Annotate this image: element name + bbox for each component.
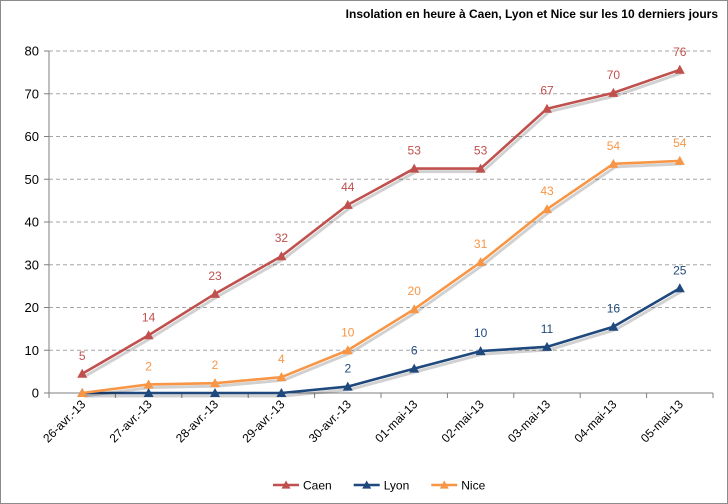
series-line-caen — [81, 68, 681, 375]
data-label-nice: 2 — [212, 358, 219, 372]
x-tick-label: 01-mai-13 — [372, 397, 420, 445]
data-label-layer: 5 14 23 32 44 53 53 67 70 76 2 6 10 11 16 25 2 2 4 10 20 31 43… — [79, 45, 687, 376]
data-point-nice — [342, 345, 353, 355]
x-tick-label: 26-avr.-13 — [40, 397, 88, 445]
data-point-lyon — [542, 341, 552, 351]
x-tick-label: 03-mai-13 — [505, 397, 553, 445]
series-line-nice — [82, 159, 680, 395]
data-label-nice: 31 — [474, 237, 488, 251]
series-layer — [77, 64, 685, 398]
data-point-caen — [674, 64, 685, 74]
y-tick-label: 80 — [25, 44, 39, 59]
data-label-caen: 76 — [673, 45, 687, 59]
y-tick-label: 70 — [25, 86, 39, 101]
data-label-lyon: 25 — [673, 263, 687, 277]
data-label-lyon: 11 — [541, 322, 554, 336]
legend-marker-lyon — [362, 480, 372, 489]
legend-label-nice: Nice — [461, 479, 485, 493]
data-label-caen: 67 — [540, 84, 554, 98]
y-tick-label: 10 — [25, 343, 39, 358]
data-point-caen — [409, 163, 420, 173]
x-tick-label: 02-mai-13 — [439, 397, 487, 445]
x-tick-label: 05-mai-13 — [638, 397, 686, 445]
data-point-nice — [542, 204, 552, 214]
series-line-lyon — [82, 287, 681, 395]
legend-label-caen: Caen — [303, 479, 332, 493]
data-label-lyon: 6 — [411, 344, 418, 358]
x-tick-label: 27-avr.-13 — [107, 397, 155, 445]
series-shadow-lyon — [84, 289, 683, 398]
y-tick-label: 40 — [25, 215, 39, 230]
grid-layer — [49, 50, 713, 351]
chart-title: Insolation en heure à Caen, Lyon et Nice… — [346, 7, 719, 21]
data-label-nice: 20 — [408, 284, 422, 298]
data-label-caen: 14 — [142, 310, 156, 324]
data-label-nice: 4 — [278, 352, 285, 366]
data-point-caen — [143, 330, 154, 340]
data-label-caen: 5 — [79, 349, 86, 363]
data-point-lyon — [608, 321, 619, 331]
data-point-nice — [608, 158, 619, 168]
data-point-caen — [475, 163, 486, 173]
data-point-lyon — [409, 363, 420, 373]
data-label-lyon: 2 — [344, 362, 351, 376]
y-tick-label: 0 — [32, 386, 39, 401]
data-point-lyon — [210, 388, 220, 397]
data-label-caen: 53 — [474, 144, 488, 158]
data-point-nice — [475, 257, 486, 267]
data-label-lyon: 16 — [607, 302, 621, 316]
data-point-caen — [542, 103, 552, 113]
x-tick-label: 28-avr.-13 — [173, 397, 221, 445]
data-point-nice — [210, 378, 220, 388]
x-tick-label: 30-avr.-13 — [306, 397, 354, 445]
data-point-nice — [77, 388, 88, 397]
data-point-caen — [608, 87, 619, 97]
legend-marker-nice — [439, 480, 449, 489]
data-point-lyon — [276, 388, 287, 397]
y-tick-label: 20 — [25, 300, 39, 315]
data-point-nice — [674, 155, 685, 165]
data-point-nice — [143, 379, 154, 389]
data-label-nice: 43 — [540, 184, 554, 198]
data-label-nice: 54 — [607, 139, 621, 153]
data-label-caen: 70 — [607, 68, 621, 82]
data-point-lyon — [342, 381, 353, 391]
data-point-caen — [342, 199, 353, 209]
data-point-nice — [276, 372, 287, 382]
data-label-caen: 44 — [341, 180, 355, 194]
y-tick-label: 60 — [25, 129, 39, 144]
series-shadow-nice — [84, 162, 682, 398]
data-point-lyon — [674, 283, 685, 293]
data-point-lyon — [475, 346, 486, 356]
data-label-caen: 53 — [408, 144, 422, 158]
legend-marker-caen — [281, 480, 291, 489]
data-point-caen — [210, 288, 220, 298]
x-tick-label: 29-avr.-13 — [239, 397, 287, 445]
data-point-nice — [409, 304, 420, 314]
legend: Caen Lyon Nice — [273, 479, 486, 493]
data-label-nice: 10 — [341, 325, 355, 339]
data-label-caen: 32 — [275, 231, 289, 245]
x-tick-label: 04-mai-13 — [571, 397, 619, 445]
y-tick-label: 50 — [25, 172, 39, 187]
data-point-caen — [276, 251, 287, 261]
data-label-lyon: 10 — [474, 326, 488, 340]
y-tick-label: 30 — [25, 257, 39, 272]
data-label-nice: 2 — [145, 359, 152, 373]
data-label-nice: 54 — [673, 136, 687, 150]
series-shadow-caen — [83, 71, 683, 379]
legend-label-lyon: Lyon — [384, 479, 410, 493]
data-point-caen — [77, 368, 88, 378]
data-point-lyon — [143, 388, 154, 397]
data-label-caen: 23 — [208, 269, 222, 283]
